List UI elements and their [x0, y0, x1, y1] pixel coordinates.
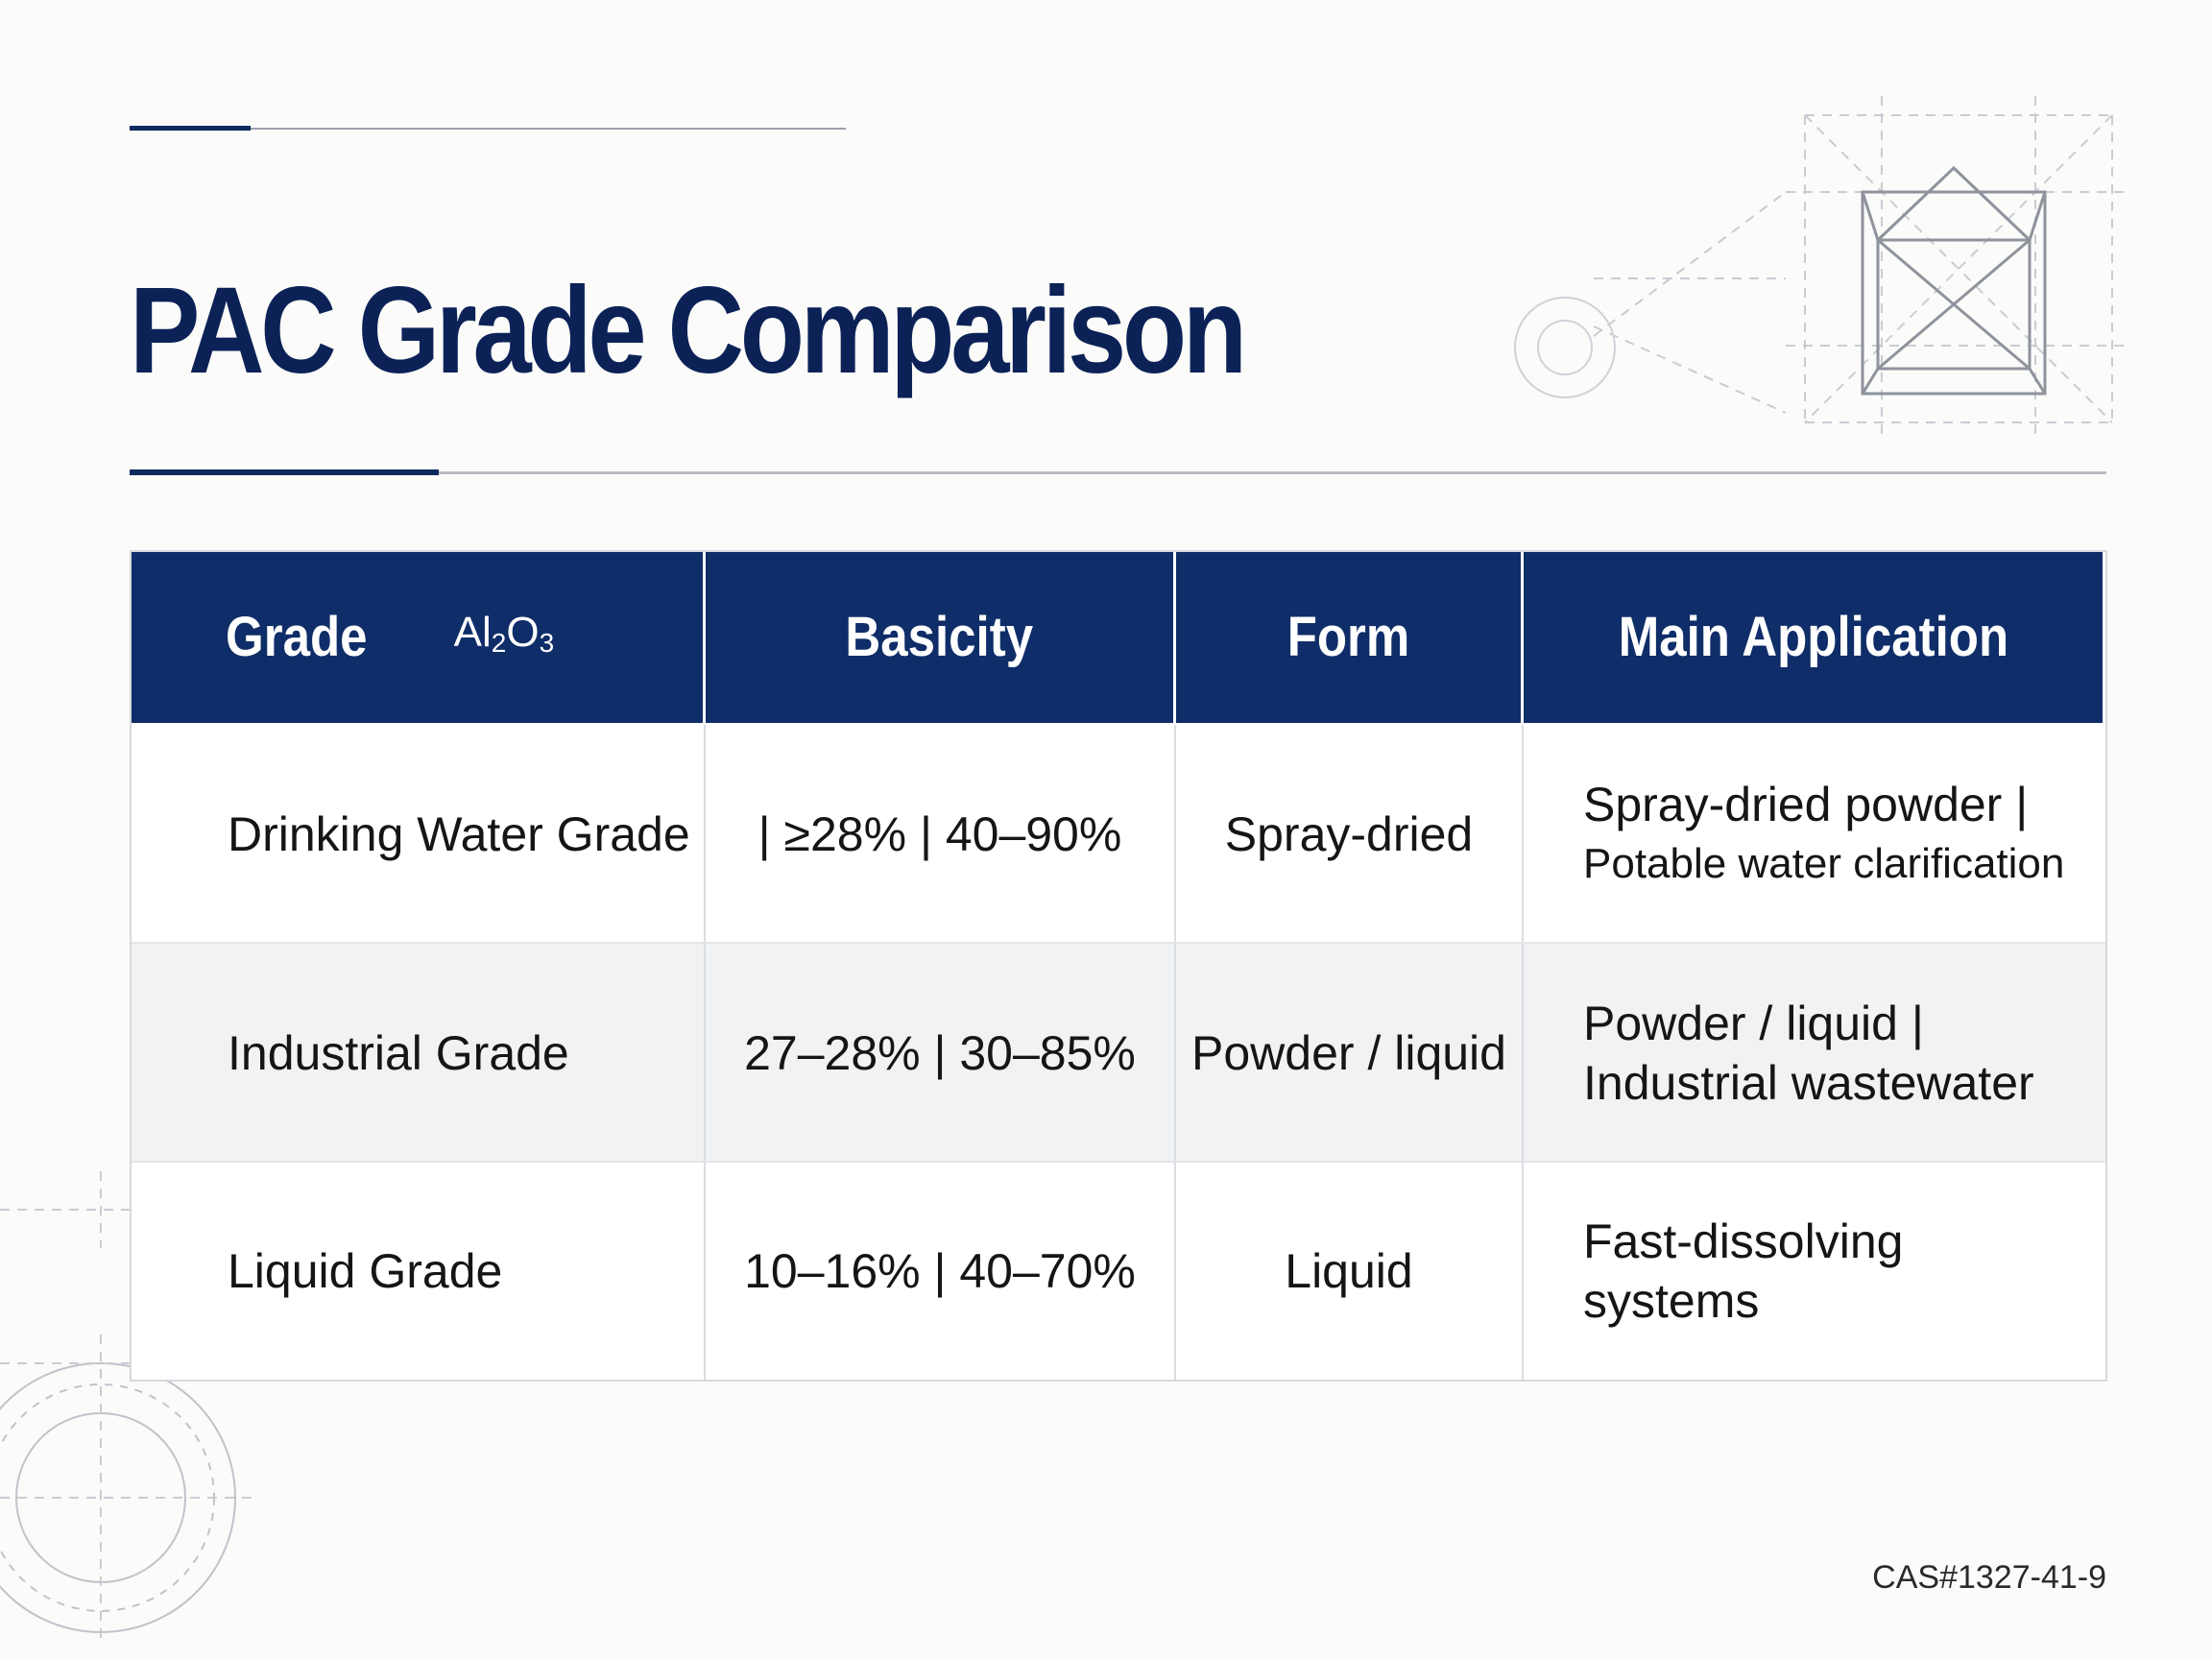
application-line-2: Industrial wastewater [1583, 1056, 2034, 1110]
title-thin-rule [439, 471, 2106, 474]
top-thin-rule [251, 128, 846, 130]
header-cell-grade: Grade Al2O3 [132, 552, 706, 723]
form-cell: Powder / liquid [1176, 944, 1524, 1163]
application-line-1: Spray-dried powder | [1583, 778, 2029, 831]
values-cell: 10–16% | 40–70% [706, 1163, 1176, 1380]
table-header-row: Grade Al2O3 Basicity Form Main Applicati… [132, 552, 2105, 723]
values-cell: 27–28% | 30–85% [706, 944, 1176, 1163]
row-divider [132, 942, 2105, 944]
header-cell-form: Form [1176, 552, 1524, 723]
grade-cell: Liquid Grade [132, 1163, 706, 1380]
application-line-1: Fast-dissolving [1583, 1214, 1904, 1268]
top-accent-rule [130, 126, 251, 131]
application-cell: Fast-dissolving systems [1524, 1163, 2105, 1380]
header-cell-basicity: Basicity [706, 552, 1176, 723]
grade-cell: Drinking Water Grade [132, 725, 706, 944]
comparison-table: Grade Al2O3 Basicity Form Main Applicati… [130, 550, 2107, 1382]
header-basicity-label: Basicity [845, 606, 1034, 668]
application-cell: Spray-dried powder | Potable water clari… [1524, 725, 2105, 944]
application-line-2: Potable water clarification [1583, 840, 2065, 887]
row-divider [132, 1161, 2105, 1163]
application-cell: Powder / liquid | Industrial wastewater [1524, 944, 2105, 1163]
form-cell: Liquid [1176, 1163, 1524, 1380]
cas-number: CAS#1327-41-9 [1872, 1559, 2106, 1596]
blueprint-sketch-icon [1514, 96, 2131, 442]
header-alumina-label: Al2O3 [453, 608, 555, 658]
page-title: PAC Grade Comparison [130, 262, 1247, 399]
values-cell: | ≥28% | 40–90% [706, 725, 1176, 944]
application-line-2: systems [1583, 1274, 1760, 1328]
application-line-1: Powder / liquid | [1583, 997, 1924, 1050]
grade-cell: Industrial Grade [132, 944, 706, 1163]
table-row: Liquid Grade 10–16% | 40–70% Liquid Fast… [132, 1163, 2105, 1380]
table-row: Drinking Water Grade | ≥28% | 40–90% Spr… [132, 725, 2105, 944]
table-row: Industrial Grade 27–28% | 30–85% Powder … [132, 944, 2105, 1163]
form-cell: Spray-dried [1176, 725, 1524, 944]
header-cell-application: Main Application [1524, 552, 2105, 723]
header-form-label: Form [1286, 606, 1410, 668]
header-grade-label: Grade [226, 606, 368, 668]
header-application-label: Main Application [1618, 606, 2008, 668]
title-accent-rule [130, 469, 439, 475]
